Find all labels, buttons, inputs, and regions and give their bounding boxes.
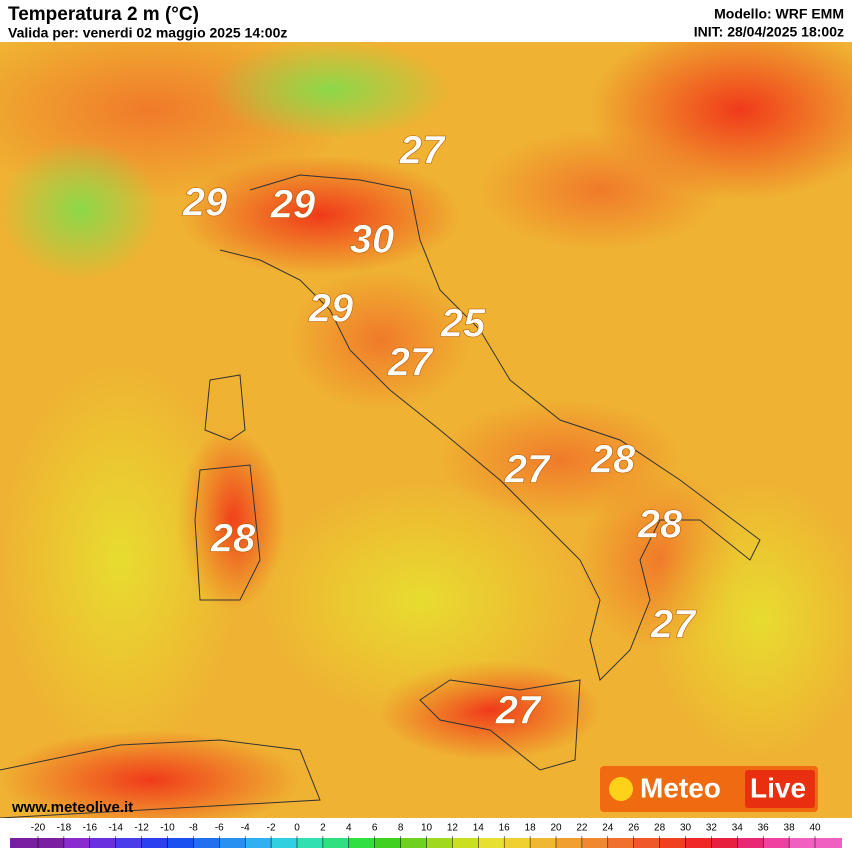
scale-tick-label: 40 <box>809 823 821 834</box>
scale-tick-label: 14 <box>473 823 485 834</box>
scale-tick-label: -2 <box>267 823 276 834</box>
scale-swatch <box>763 838 790 848</box>
scale-tick-label: 32 <box>706 823 718 834</box>
model: Modello: WRF EMM <box>714 6 844 22</box>
scale-swatch <box>38 838 65 848</box>
scale-tick-label: 8 <box>398 823 404 834</box>
scale-swatch <box>633 838 661 848</box>
scale-tick-label: 36 <box>758 823 770 834</box>
scale-tick-label: 28 <box>654 823 666 834</box>
scale-tick-label: -14 <box>108 823 123 834</box>
scale-swatch <box>737 838 764 848</box>
scale-swatch <box>400 838 427 848</box>
scale-swatch <box>478 838 505 848</box>
scale-tick-label: 10 <box>421 823 433 834</box>
scale-swatch <box>141 838 168 848</box>
init-time: INIT: 28/04/2025 18:00z <box>694 24 844 40</box>
scale-tick-label: 30 <box>680 823 692 834</box>
scale-swatch <box>89 838 117 848</box>
header-bg <box>0 0 852 42</box>
scale-swatch <box>297 838 324 848</box>
scale-swatch <box>167 838 194 848</box>
scale-swatch <box>659 838 686 848</box>
temperature-label: 28 <box>210 517 256 561</box>
scale-tick-label: 24 <box>602 823 614 834</box>
logo: Meteo Live <box>600 766 818 812</box>
scale-tick-label: -4 <box>241 823 250 834</box>
temperature-label: 27 <box>387 341 434 385</box>
scale-tick-label: -6 <box>215 823 224 834</box>
logo-text: Live <box>750 772 806 803</box>
scale-swatch <box>219 838 246 848</box>
scale-tick-label: 6 <box>372 823 378 834</box>
scale-swatch <box>789 838 816 848</box>
scale-tick-label: 18 <box>525 823 537 834</box>
website: www.meteolive.it <box>11 799 133 816</box>
scale-swatch <box>374 838 402 848</box>
scale-swatch <box>115 838 143 848</box>
temperature-label: 29 <box>270 183 316 227</box>
scale-tick-label: -12 <box>134 823 149 834</box>
scale-swatch <box>607 838 635 848</box>
scale-swatch <box>63 838 91 848</box>
scale-tick-label: 16 <box>499 823 511 834</box>
temperature-label: 27 <box>650 603 697 647</box>
scale-swatch <box>193 838 220 848</box>
temperature-label: 27 <box>495 689 542 733</box>
scale-swatch <box>452 838 479 848</box>
temperature-label: 28 <box>590 438 636 482</box>
scale-tick-label: -16 <box>83 823 98 834</box>
scale-tick-label: 4 <box>346 823 352 834</box>
scale-swatch <box>711 838 738 848</box>
scale-right-cap <box>815 838 842 848</box>
temperature-label: 30 <box>350 218 395 262</box>
title: Temperatura 2 m (°C) <box>8 4 199 25</box>
scale-swatch <box>322 838 350 848</box>
scale-tick-label: -10 <box>160 823 175 834</box>
scale-tick-label: -8 <box>189 823 198 834</box>
scale-left-cap <box>10 838 38 848</box>
scale-swatch <box>426 838 453 848</box>
scale-tick-label: 20 <box>550 823 562 834</box>
scale-swatch <box>245 838 272 848</box>
scale-tick-label: -18 <box>57 823 72 834</box>
scale-swatch <box>271 838 298 848</box>
scale-swatch <box>581 838 609 848</box>
temperature-label: 29 <box>308 287 354 331</box>
scale-tick-label: 2 <box>320 823 326 834</box>
scale-tick-label: 34 <box>732 823 744 834</box>
valid-time: Valida per: venerdi 02 maggio 2025 14:00… <box>8 25 287 41</box>
map <box>0 20 852 830</box>
temperature-label: 27 <box>399 129 446 173</box>
scale-swatch <box>530 838 557 848</box>
scale-swatch <box>504 838 531 848</box>
logo-text: Meteo <box>640 772 721 803</box>
temperature-label: 28 <box>637 503 683 547</box>
temperature-label: 27 <box>504 448 551 492</box>
scale-tick-label: 22 <box>576 823 588 834</box>
temperature-label: 25 <box>440 302 486 346</box>
scale-tick-label: -20 <box>31 823 46 834</box>
temperature-label: 29 <box>182 181 228 225</box>
scale-swatch <box>685 838 712 848</box>
scale-swatch <box>348 838 376 848</box>
scale-swatch <box>556 838 583 848</box>
scale-tick-label: 38 <box>784 823 796 834</box>
scale-tick-label: 26 <box>628 823 640 834</box>
scale-tick-label: 12 <box>447 823 459 834</box>
scale-tick-label: 0 <box>294 823 300 834</box>
